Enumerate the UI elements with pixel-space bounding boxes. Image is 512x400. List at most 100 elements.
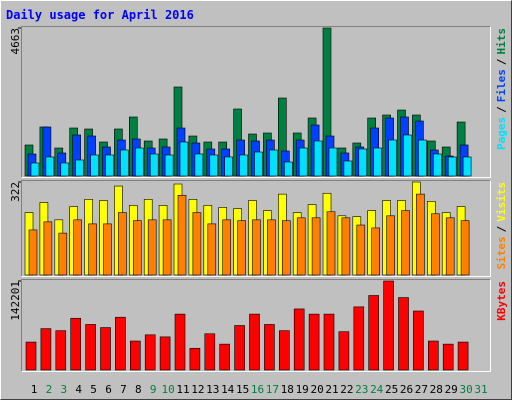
x-tick-label: 6 <box>105 383 112 396</box>
bar <box>60 162 70 177</box>
legend: Sites / Visits <box>495 182 508 270</box>
x-tick-label: 21 <box>325 383 338 396</box>
bar <box>447 156 457 177</box>
bar <box>254 151 263 177</box>
bar <box>293 308 305 371</box>
bar <box>55 330 67 371</box>
bar <box>164 154 174 177</box>
x-tick-label: 26 <box>400 383 413 396</box>
bar <box>144 334 156 371</box>
bar <box>283 161 293 177</box>
x-tick-label: 30 <box>459 383 472 396</box>
bar <box>457 341 469 371</box>
bar <box>398 297 409 371</box>
x-tick-label: 24 <box>370 383 384 396</box>
bar <box>341 217 351 276</box>
bar <box>264 324 275 371</box>
bar <box>207 223 217 276</box>
bar <box>403 134 412 177</box>
bar <box>222 219 231 276</box>
legend-entry: Visits <box>495 182 508 222</box>
bar <box>118 212 127 276</box>
x-tick-label: 7 <box>120 383 127 396</box>
bar <box>177 194 187 276</box>
panel-border-light <box>21 279 491 372</box>
bar <box>237 220 246 276</box>
x-tick-label: 25 <box>385 383 398 396</box>
x-tick-label: 9 <box>150 383 157 396</box>
panel-border-dark <box>21 180 491 277</box>
bar <box>296 217 306 276</box>
x-tick-label: 31 <box>474 383 487 396</box>
bar <box>204 333 216 371</box>
bar <box>209 154 219 177</box>
bar <box>427 340 439 371</box>
legend-entry: Hits <box>495 28 508 55</box>
x-tick-label: 17 <box>266 383 279 396</box>
legend: Pages / Files / Hits <box>495 28 508 150</box>
bar <box>115 316 126 371</box>
bar <box>313 140 323 177</box>
bar <box>70 317 81 371</box>
bar <box>179 141 189 177</box>
bar <box>147 219 157 276</box>
x-tick-label: 5 <box>90 383 97 396</box>
x-tick-label: 3 <box>60 383 67 396</box>
bar <box>25 341 37 371</box>
bar <box>413 310 424 371</box>
bar <box>75 159 84 177</box>
bar <box>401 210 410 276</box>
x-tick-label: 13 <box>206 383 219 396</box>
y-tick-label: 4663 <box>9 28 22 55</box>
legend-entry: KBytes <box>495 281 508 321</box>
bar <box>267 219 276 276</box>
bar <box>149 153 159 177</box>
bar <box>356 224 366 276</box>
bar <box>445 217 455 276</box>
x-tick-label: 14 <box>221 383 235 396</box>
x-tick-label: 22 <box>340 383 353 396</box>
panel-border-dark <box>21 279 491 372</box>
bar <box>192 212 202 276</box>
bar <box>224 156 233 177</box>
panel-border-light <box>21 26 491 178</box>
bar <box>58 232 68 276</box>
bar <box>234 325 245 371</box>
x-tick-label: 23 <box>355 383 368 396</box>
bar <box>328 147 338 177</box>
legend-separator: / <box>495 225 508 232</box>
x-tick-label: 27 <box>415 383 428 396</box>
bar <box>323 313 335 371</box>
x-tick-label: 16 <box>251 383 264 396</box>
bar <box>442 343 454 371</box>
bar <box>159 336 171 371</box>
bar <box>281 220 291 276</box>
bar <box>432 153 442 177</box>
bar <box>252 219 261 276</box>
panel-border-dark <box>21 26 491 178</box>
legend: KBytes <box>495 281 508 321</box>
bar <box>418 139 427 177</box>
bar <box>353 306 365 371</box>
bar <box>386 215 395 276</box>
legend-entry: Files <box>495 69 508 102</box>
x-tick-label: 4 <box>75 383 82 396</box>
bar <box>103 223 112 276</box>
bar <box>416 193 425 276</box>
x-tick-label: 19 <box>296 383 309 396</box>
x-tick-label: 15 <box>236 383 249 396</box>
bar <box>194 153 204 177</box>
bar <box>105 154 114 177</box>
bar <box>30 162 40 177</box>
legend-entry: Sites <box>495 236 508 269</box>
bar <box>90 154 99 177</box>
bar <box>85 324 96 371</box>
bar <box>219 343 230 371</box>
bar <box>462 156 472 177</box>
bar <box>311 217 321 276</box>
x-tick-label: 1 <box>31 383 38 396</box>
bar <box>130 340 141 371</box>
bar <box>28 229 38 276</box>
x-tick-label: 29 <box>445 383 458 396</box>
